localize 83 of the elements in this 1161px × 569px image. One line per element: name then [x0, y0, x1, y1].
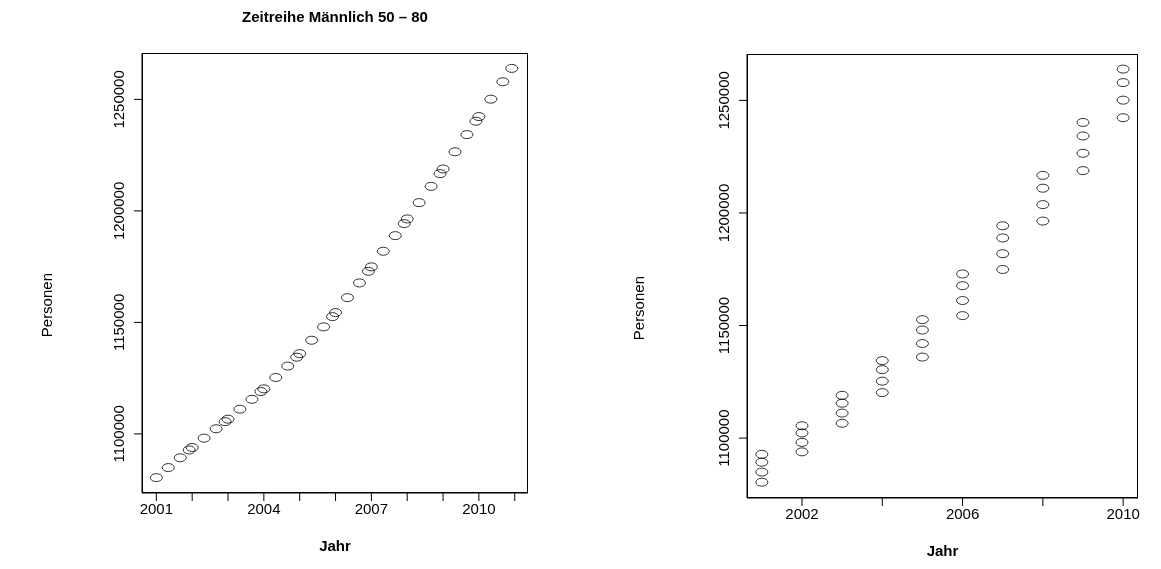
point [1076, 131, 1090, 141]
x-axis-title: Jahr [926, 541, 959, 559]
point [916, 325, 929, 335]
point [412, 198, 426, 208]
point [835, 418, 849, 428]
point [1036, 170, 1050, 180]
point [505, 63, 519, 73]
point [755, 477, 769, 487]
point [305, 335, 319, 345]
point [364, 262, 378, 272]
point [197, 433, 211, 443]
point [281, 361, 295, 371]
point [795, 421, 809, 431]
point [755, 457, 769, 467]
point [436, 164, 450, 174]
point [1116, 113, 1130, 123]
y-tick-label: 1250000 [110, 70, 127, 129]
point [388, 231, 402, 241]
point [755, 449, 769, 459]
point [209, 424, 223, 434]
point [956, 269, 969, 279]
point [835, 398, 849, 408]
y-axis-title: Personen [630, 276, 648, 341]
y-tick-label: 1150000 [110, 293, 127, 352]
y-tick-label: 1100000 [110, 405, 127, 463]
point [469, 116, 483, 126]
x-tick-label: 2010 [462, 499, 496, 517]
point [484, 94, 498, 104]
point [795, 437, 809, 447]
point [362, 266, 375, 276]
point [433, 169, 447, 179]
point [245, 394, 259, 404]
point [1036, 200, 1050, 210]
y-tick-label: 1200000 [715, 183, 732, 243]
x-tick-label: 2010 [1106, 504, 1140, 522]
point [496, 77, 510, 87]
x-axis-title: Jahr [319, 536, 351, 554]
point [1116, 95, 1130, 105]
point [424, 181, 438, 191]
point [956, 281, 969, 291]
point [875, 376, 889, 386]
point [376, 246, 390, 256]
point [257, 384, 271, 394]
point [448, 147, 462, 157]
y-tick-label: 1250000 [715, 71, 732, 130]
point [173, 453, 187, 463]
point [916, 352, 929, 362]
chart-title: Zeitreihe Männlich 50 – 80 [241, 8, 429, 25]
point [996, 221, 1010, 231]
point [875, 356, 889, 366]
y-tick-label: 1100000 [715, 409, 732, 467]
point [916, 315, 929, 325]
point [1076, 166, 1090, 176]
point [233, 404, 247, 414]
point [149, 473, 163, 483]
y-tick-label: 1200000 [110, 181, 127, 241]
x-tick-label: 2002 [785, 504, 819, 522]
point [755, 467, 769, 477]
point [460, 130, 474, 140]
x-tick-label: 2001 [139, 499, 174, 517]
point [956, 311, 969, 321]
x-tick-label: 2007 [354, 499, 389, 517]
point [996, 249, 1010, 259]
point [996, 233, 1010, 243]
point [835, 390, 849, 400]
point [795, 428, 809, 438]
point [1076, 148, 1090, 158]
point [182, 445, 196, 455]
point [353, 278, 366, 288]
point [875, 388, 889, 398]
point [875, 365, 889, 375]
point [1116, 64, 1130, 74]
point [795, 447, 809, 457]
x-tick-label: 2006 [945, 504, 980, 522]
point [400, 214, 414, 224]
y-tick-label: 1150000 [715, 296, 732, 355]
y-axis-title: Personen [38, 273, 56, 338]
point [1036, 216, 1050, 226]
point [835, 408, 849, 418]
point [1036, 183, 1050, 193]
x-tick-label: 2004 [247, 499, 281, 517]
point [341, 293, 354, 303]
point [317, 322, 330, 332]
